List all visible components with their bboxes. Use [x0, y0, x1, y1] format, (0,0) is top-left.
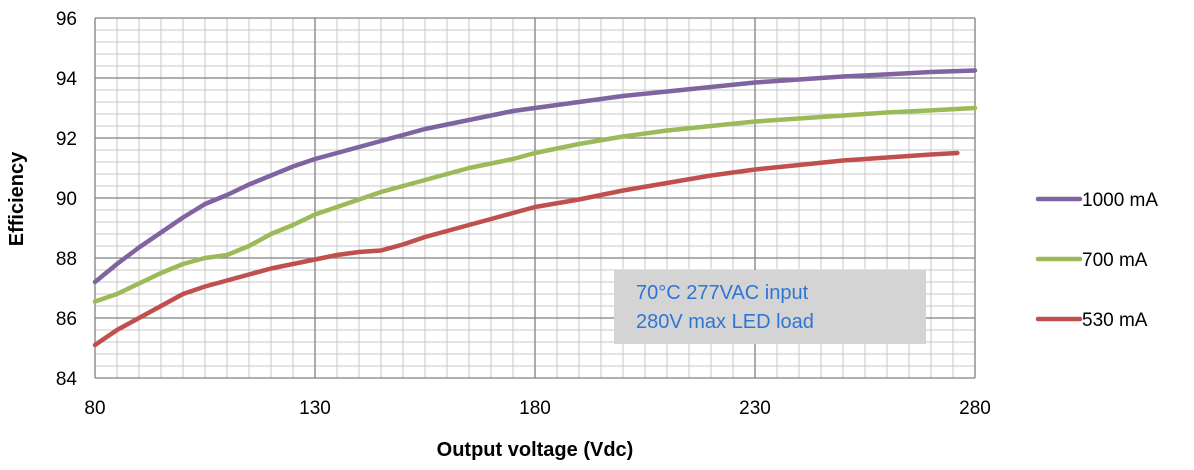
y-axis-tick-labels: 84 86 88 90 92 94 96	[56, 9, 78, 390]
x-axis-tick-labels: 80 130 180 230 280	[84, 398, 990, 419]
y-axis-title: Efficiency	[6, 151, 28, 246]
annotation-line-2: 280V max LED load	[636, 311, 814, 333]
x-tick-label: 280	[959, 398, 991, 419]
legend-label: 700 mA	[1082, 250, 1148, 271]
x-tick-label: 230	[739, 398, 771, 419]
annotation-background	[614, 270, 926, 344]
y-tick-label: 92	[56, 129, 77, 150]
annotation-line-1: 70°C 277VAC input	[636, 282, 809, 304]
x-tick-label: 130	[299, 398, 331, 419]
series-lines	[92, 68, 978, 348]
legend: 1000 mA 700 mA 530 mA	[1035, 190, 1158, 331]
legend-label: 1000 mA	[1082, 190, 1158, 211]
legend-label: 530 mA	[1082, 310, 1148, 331]
y-tick-label: 94	[56, 69, 78, 90]
x-tick-label: 180	[519, 398, 551, 419]
y-tick-label: 84	[56, 369, 78, 390]
series-line-1000-ma	[92, 68, 978, 285]
y-tick-label: 86	[56, 309, 77, 330]
y-tick-label: 88	[56, 249, 77, 270]
series-line-530-ma	[92, 150, 960, 348]
annotation-box: 70°C 277VAC input 280V max LED load	[614, 270, 926, 344]
x-axis-title: Output voltage (Vdc)	[437, 439, 634, 461]
y-tick-label: 90	[56, 189, 77, 210]
series-line-700-ma	[92, 105, 978, 304]
y-tick-label: 96	[56, 9, 77, 30]
x-tick-label: 80	[84, 398, 105, 419]
